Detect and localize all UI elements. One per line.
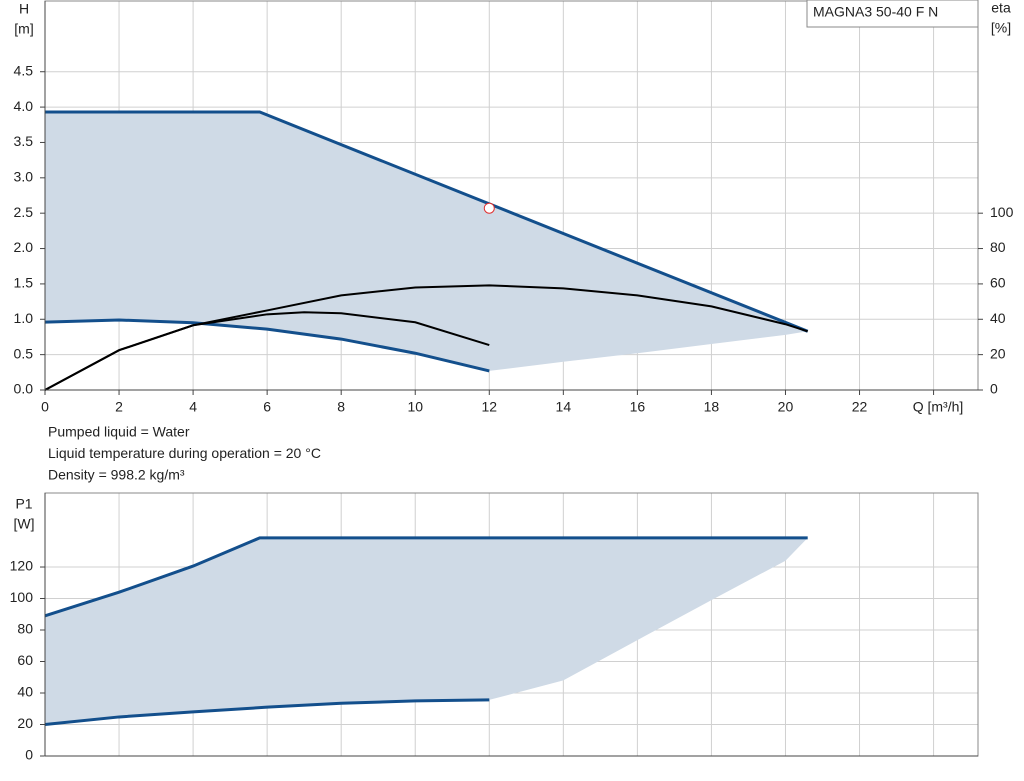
y-tick-label: 120 (10, 558, 34, 574)
y-tick-label: 0.0 (14, 381, 34, 397)
x-tick-label: 6 (263, 399, 271, 415)
y2-tick-label: 100 (990, 204, 1014, 220)
y-tick-label: 3.0 (14, 169, 34, 185)
y-tick-label: 80 (17, 621, 33, 637)
x-tick-label: 8 (337, 399, 345, 415)
operating-range (45, 537, 808, 725)
product-box (806, 0, 979, 28)
x-tick-label: 4 (189, 399, 197, 415)
y-tick-label: 40 (17, 684, 33, 700)
y-axis-label: P1 (15, 496, 32, 512)
x-tick-label: 0 (41, 399, 49, 415)
x-tick-label: 20 (778, 399, 794, 415)
y-tick-label: 60 (17, 652, 33, 668)
curve (44, 698, 490, 726)
y2-tick-label: 20 (990, 345, 1006, 361)
y2-axis-label: eta (991, 0, 1011, 16)
y-tick-label: 1.5 (14, 275, 34, 291)
x-tick-label: 16 (630, 399, 646, 415)
y-axis-unit: [W] (14, 516, 35, 532)
operating-range (45, 112, 808, 371)
y-tick-label: 0 (25, 747, 33, 763)
note: Liquid temperature during operation = 20… (48, 445, 321, 461)
y-tick-label: 1.0 (14, 310, 34, 326)
product-label: MAGNA3 50-40 F N (813, 4, 938, 20)
x-tick-label: 22 (852, 399, 868, 415)
curve (44, 536, 808, 618)
y-tick-label: 4.0 (14, 98, 34, 114)
curve (45, 110, 809, 333)
x-tick-label: 2 (115, 399, 123, 415)
x-tick-label: 12 (481, 399, 497, 415)
x-tick-label: 14 (556, 399, 572, 415)
y-axis-unit: [m] (14, 21, 33, 37)
y-tick-label: 100 (10, 589, 34, 605)
x-tick-label: 10 (407, 399, 423, 415)
y2-axis-unit: [%] (991, 20, 1011, 36)
y-tick-label: 20 (17, 715, 33, 731)
x-tick-label: 18 (704, 399, 720, 415)
y2-tick-label: 40 (990, 310, 1006, 326)
efficiency-curve (44, 311, 490, 391)
y-tick-label: 0.5 (14, 345, 34, 361)
y2-tick-label: 80 (990, 239, 1006, 255)
y-tick-label: 2.5 (14, 204, 34, 220)
y-tick-label: 2.0 (14, 239, 34, 255)
curve (44, 318, 490, 373)
y2-tick-label: 60 (990, 275, 1006, 291)
x-axis-label: Q [m³/h] (913, 399, 964, 415)
duty-point (483, 202, 495, 214)
note: Density = 998.2 kg/m³ (48, 467, 185, 483)
y-tick-label: 4.5 (14, 62, 34, 78)
y-axis-label: H (19, 1, 29, 17)
y2-tick-label: 0 (990, 381, 998, 397)
note: Pumped liquid = Water (48, 424, 190, 440)
y-tick-label: 3.5 (14, 133, 34, 149)
